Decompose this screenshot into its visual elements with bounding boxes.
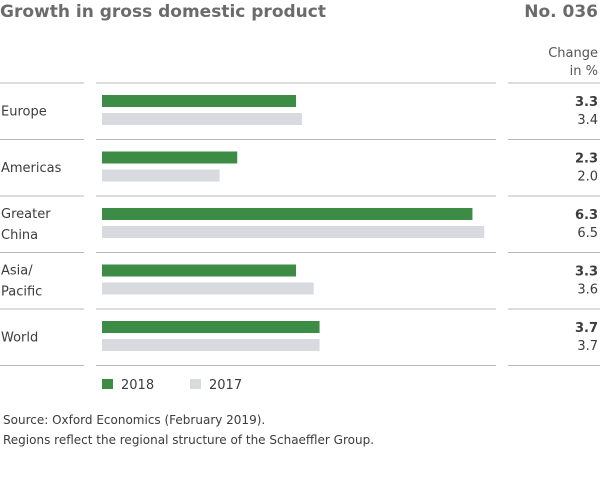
change-header-line2: in % bbox=[570, 64, 598, 79]
legend-swatch-2018 bbox=[102, 379, 113, 389]
chart-rows: Europe 3.3 3.4 Americas 2.3 2.0 Greater China 6.… bbox=[0, 82, 600, 366]
category-label: China bbox=[1, 228, 38, 243]
value-label-2017: 3.7 bbox=[577, 339, 598, 354]
category-label: Europe bbox=[1, 104, 47, 119]
legend-label-2018: 2018 bbox=[121, 378, 154, 393]
bar-2018-3 bbox=[102, 264, 297, 277]
category-label: Greater bbox=[1, 207, 51, 222]
bar-2018-4 bbox=[102, 321, 320, 333]
category-label: Pacific bbox=[1, 284, 42, 299]
bar-2017-4 bbox=[102, 339, 320, 351]
change-header-line1: Change bbox=[548, 46, 598, 61]
bar-2018-2 bbox=[102, 208, 473, 220]
legend: 2018 2017 bbox=[102, 378, 242, 393]
value-label-2018: 3.3 bbox=[575, 265, 598, 280]
value-label-2018: 6.3 bbox=[575, 208, 598, 223]
chart-number: No. 036 bbox=[524, 2, 598, 22]
value-label-2017: 3.6 bbox=[577, 283, 598, 298]
bar-2018-1 bbox=[102, 151, 238, 164]
source-note: Source: Oxford Economics (February 2019)… bbox=[3, 410, 374, 450]
category-label: World bbox=[1, 330, 38, 345]
bar-2017-0 bbox=[102, 113, 302, 125]
value-label-2017: 2.0 bbox=[577, 170, 598, 185]
bar-2017-2 bbox=[102, 226, 485, 238]
value-label-2018: 3.7 bbox=[575, 321, 598, 336]
value-label-2017: 3.4 bbox=[577, 113, 598, 128]
legend-swatch-2017 bbox=[190, 379, 201, 389]
value-label-2018: 2.3 bbox=[575, 152, 598, 167]
bar-2017-3 bbox=[102, 282, 314, 295]
bar-2018-0 bbox=[102, 95, 297, 107]
bar-2017-1 bbox=[102, 169, 220, 182]
legend-label-2017: 2017 bbox=[209, 378, 242, 393]
value-label-2017: 6.5 bbox=[577, 226, 598, 241]
source-line-1: Source: Oxford Economics (February 2019)… bbox=[3, 413, 266, 427]
chart-title: Growth in gross domestic product bbox=[0, 2, 326, 22]
category-label: Americas bbox=[1, 161, 62, 176]
source-line-2: Regions reflect the regional structure o… bbox=[3, 433, 375, 447]
category-label: Asia/ bbox=[1, 263, 33, 278]
value-label-2018: 3.3 bbox=[575, 95, 598, 110]
